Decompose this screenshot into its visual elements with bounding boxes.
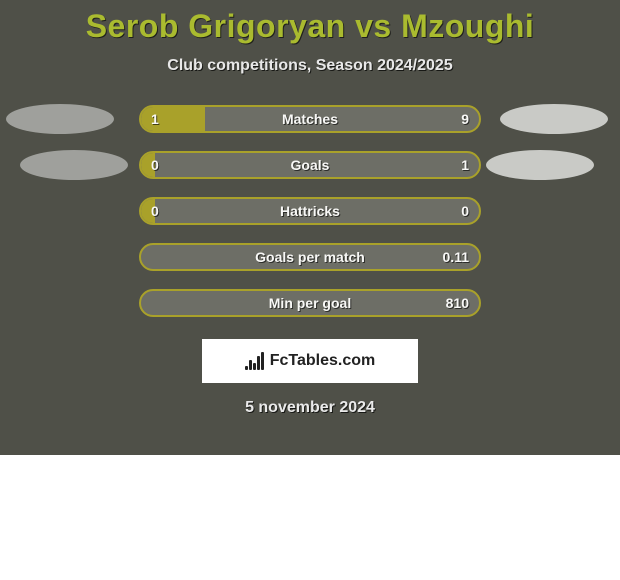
subtitle: Club competitions, Season 2024/2025	[0, 57, 620, 75]
player-shadow-left	[6, 104, 114, 134]
stat-bar: 1Matches9	[139, 105, 481, 133]
stat-bar: Goals per match0.11	[139, 243, 481, 271]
stat-row: 0Hattricks0	[0, 197, 620, 225]
stat-value-right: 9	[461, 111, 469, 127]
stat-rows: 1Matches90Goals10Hattricks0Goals per mat…	[0, 105, 620, 317]
brand-text: FcTables.com	[270, 352, 376, 370]
stat-row: 1Matches9	[0, 105, 620, 133]
stat-row: Min per goal810	[0, 289, 620, 317]
stat-label: Goals	[141, 157, 479, 173]
brand-box[interactable]: FcTables.com	[202, 339, 418, 383]
stat-row: Goals per match0.11	[0, 243, 620, 271]
stat-value-right: 0	[461, 203, 469, 219]
stat-bar: 0Hattricks0	[139, 197, 481, 225]
stat-value-right: 1	[461, 157, 469, 173]
player-shadow-right	[500, 104, 608, 134]
page-title: Serob Grigoryan vs Mzoughi	[0, 0, 620, 45]
stat-label: Matches	[141, 111, 479, 127]
stat-value-right: 0.11	[443, 249, 469, 265]
stat-bar: 0Goals1	[139, 151, 481, 179]
stat-row: 0Goals1	[0, 151, 620, 179]
chart-icon	[245, 352, 264, 370]
stat-value-right: 810	[446, 295, 469, 311]
comparison-panel: Serob Grigoryan vs Mzoughi Club competit…	[0, 0, 620, 455]
stat-bar: Min per goal810	[139, 289, 481, 317]
stat-label: Hattricks	[141, 203, 479, 219]
footer-date: 5 november 2024	[0, 399, 620, 417]
player-shadow-left	[20, 150, 128, 180]
stat-label: Min per goal	[141, 295, 479, 311]
player-shadow-right	[486, 150, 594, 180]
stat-label: Goals per match	[141, 249, 479, 265]
